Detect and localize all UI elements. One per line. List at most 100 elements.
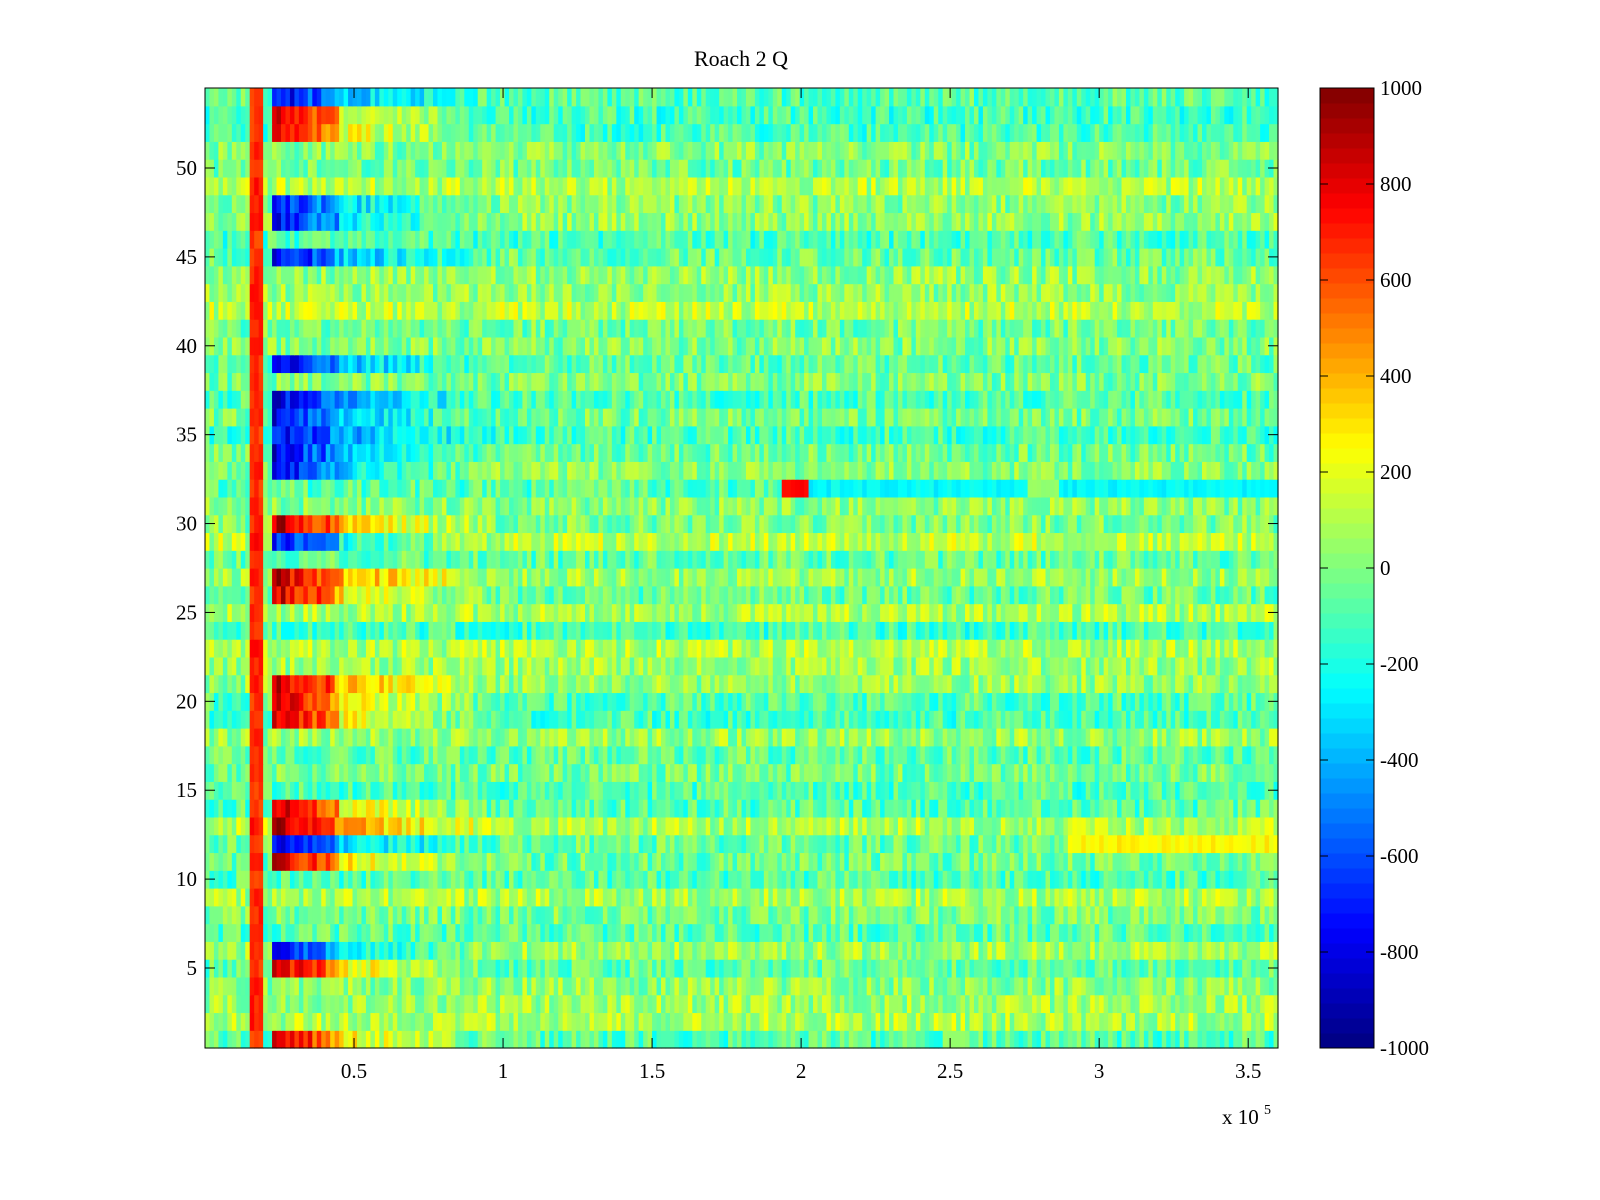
heatmap-cell xyxy=(705,710,711,729)
heatmap-cell xyxy=(1090,834,1096,854)
heatmap-cell xyxy=(906,728,912,747)
heatmap-cell xyxy=(374,905,380,925)
heatmap-cell xyxy=(1170,692,1176,711)
heatmap-cell xyxy=(683,976,689,996)
heatmap-cell xyxy=(1139,852,1145,871)
heatmap-cell xyxy=(531,799,537,818)
heatmap-cell xyxy=(1067,976,1073,996)
heatmap-cell xyxy=(844,692,850,711)
heatmap-cell xyxy=(1076,745,1082,765)
heatmap-cell xyxy=(593,888,600,907)
heatmap-cell xyxy=(754,816,760,836)
heatmap-cell xyxy=(669,905,676,925)
heatmap-cell xyxy=(951,1012,957,1031)
heatmap-cell xyxy=(580,852,586,871)
heatmap-cell xyxy=(263,728,269,747)
heatmap-cell xyxy=(611,692,617,711)
heatmap-cell xyxy=(419,745,425,765)
heatmap-cell xyxy=(826,959,832,978)
heatmap-cell xyxy=(509,834,515,854)
heatmap-cell xyxy=(406,905,412,925)
heatmap-cell xyxy=(866,674,872,694)
heatmap-cell xyxy=(790,816,796,836)
heatmap-cell xyxy=(312,852,318,871)
heatmap-cell xyxy=(307,959,313,978)
heatmap-cell xyxy=(294,781,300,800)
heatmap-cell xyxy=(1233,816,1239,836)
heatmap-cell xyxy=(388,674,394,694)
heatmap-cell xyxy=(325,852,331,871)
heatmap-cell xyxy=(281,1012,287,1031)
heatmap-cell xyxy=(1000,905,1006,925)
heatmap-cell xyxy=(222,728,228,747)
heatmap-cell xyxy=(535,763,541,782)
heatmap-cell xyxy=(1103,941,1109,960)
heatmap-cell xyxy=(553,763,559,782)
heatmap-cell xyxy=(517,674,524,694)
heatmap-cell xyxy=(1072,905,1078,925)
heatmap-cell xyxy=(893,888,899,907)
heatmap-cell xyxy=(1264,888,1270,907)
heatmap-cell xyxy=(1224,1012,1230,1031)
heatmap-cell xyxy=(419,905,425,925)
heatmap-cell xyxy=(826,1012,832,1031)
heatmap-cell xyxy=(1228,976,1234,996)
heatmap-cell xyxy=(1219,692,1225,711)
heatmap-cell xyxy=(638,905,644,925)
heatmap-cell xyxy=(942,852,948,871)
heatmap-cell xyxy=(205,816,211,836)
heatmap-cell xyxy=(526,888,532,907)
heatmap-cell xyxy=(960,816,966,836)
heatmap-cell xyxy=(509,728,515,747)
heatmap-cell xyxy=(607,674,613,694)
heatmap-cell xyxy=(835,994,841,1014)
heatmap-cell xyxy=(1094,834,1100,854)
heatmap-cell xyxy=(307,816,313,836)
heatmap-cell xyxy=(991,728,997,747)
heatmap-cell xyxy=(1264,1030,1270,1049)
heatmap-cell xyxy=(1188,816,1194,836)
heatmap-cell xyxy=(531,763,537,782)
heatmap-cell xyxy=(1251,781,1257,800)
heatmap-cell xyxy=(893,959,899,978)
heatmap-cell xyxy=(745,923,752,942)
heatmap-cell xyxy=(357,763,363,782)
heatmap-cell xyxy=(781,710,787,729)
heatmap-cell xyxy=(866,763,872,782)
heatmap-cell xyxy=(763,674,769,694)
heatmap-cell xyxy=(1260,781,1266,800)
heatmap-cell xyxy=(857,692,863,711)
heatmap-cell xyxy=(1023,763,1029,782)
heatmap-cell xyxy=(540,1030,546,1049)
heatmap-cell xyxy=(683,745,689,765)
heatmap-cell xyxy=(1121,1012,1127,1031)
heatmap-cell xyxy=(576,816,582,836)
heatmap-cell xyxy=(862,994,868,1014)
heatmap-cell xyxy=(978,763,984,782)
heatmap-cell xyxy=(965,834,971,854)
heatmap-cell xyxy=(379,1030,385,1049)
heatmap-cell xyxy=(759,870,765,889)
heatmap-cell xyxy=(638,799,644,818)
heatmap-cell xyxy=(379,674,385,694)
heatmap-cell xyxy=(294,834,300,854)
heatmap-cell xyxy=(397,1030,403,1049)
heatmap-cell xyxy=(813,888,819,907)
heatmap-cell xyxy=(1242,834,1248,854)
heatmap-cell xyxy=(526,816,532,836)
heatmap-cell xyxy=(982,781,988,800)
heatmap-cell xyxy=(906,888,912,907)
heatmap-cell xyxy=(965,1012,971,1031)
heatmap-cell xyxy=(254,710,260,729)
heatmap-cell xyxy=(549,692,555,711)
heatmap-cell xyxy=(289,674,296,694)
heatmap-cell xyxy=(991,781,997,800)
heatmap-cell xyxy=(996,674,1002,694)
heatmap-cell xyxy=(209,728,215,747)
heatmap-cell xyxy=(1269,728,1275,747)
heatmap-cell xyxy=(553,728,559,747)
heatmap-cell xyxy=(1018,728,1024,747)
heatmap-cell xyxy=(330,1030,336,1049)
heatmap-cell xyxy=(889,905,895,925)
heatmap-cell xyxy=(884,1030,890,1049)
